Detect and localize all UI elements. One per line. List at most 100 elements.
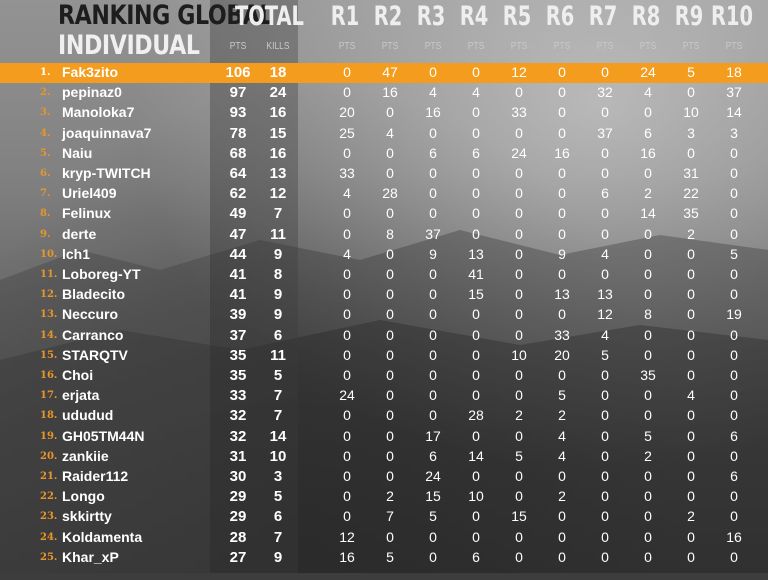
- round-points-6: 4: [558, 427, 566, 444]
- total-kills: 8: [273, 266, 283, 283]
- round-points-10: 0: [730, 165, 738, 181]
- total-points: 32: [229, 407, 247, 425]
- round-points-10: 0: [730, 387, 738, 404]
- player-name: kryp-TWITCH: [62, 165, 151, 181]
- round-points-6: 5: [558, 387, 566, 404]
- round-points-10: 0: [730, 266, 738, 282]
- subheader-pts-round-4: PTS: [467, 41, 485, 52]
- round-points-9: 0: [687, 346, 695, 363]
- round-points-2: 5: [386, 548, 394, 565]
- round-points-3: 0: [429, 367, 437, 383]
- round-points-4: 0: [472, 225, 480, 242]
- round-points-8: 0: [644, 508, 652, 525]
- total-kills: 7: [273, 407, 283, 425]
- round-points-7: 0: [601, 488, 609, 505]
- table-row: 11. Loboreg-YT 41 8 0 0 0 41 0 0 0 0 0 0: [0, 265, 768, 285]
- total-points: 49: [229, 205, 247, 223]
- player-name: Raider112: [62, 468, 129, 484]
- total-kills: 7: [273, 387, 283, 405]
- round-points-5: 0: [515, 286, 523, 303]
- round-points-1: 0: [343, 326, 351, 343]
- round-points-7: 0: [601, 104, 609, 121]
- table-row: 1. Fak3zito 106 18 0 47 0 0 12 0 0 24 5 18: [0, 63, 768, 83]
- round-points-8: 0: [644, 266, 652, 282]
- round-points-3: 0: [429, 306, 437, 323]
- rank-number: 7.: [40, 188, 51, 200]
- table-row: 19. GH05TM44N 32 14 0 0 17 0 0 4 0 5 0 6: [0, 427, 768, 447]
- table-row: 4. joaquinnava7 78 15 25 4 0 0 0 0 37 6 3 3: [0, 124, 768, 144]
- total-points: 68: [229, 144, 247, 162]
- total-points: 28: [229, 528, 247, 546]
- round-points-5: 0: [515, 548, 523, 565]
- player-name: Neccuro: [62, 306, 119, 323]
- subheader-pts-round-10: PTS: [725, 41, 743, 52]
- name-column-band: [0, 0, 210, 573]
- round-points-8: 14: [640, 205, 656, 222]
- header-round-4: R4: [459, 1, 489, 32]
- round-points-2: 2: [386, 488, 394, 505]
- round-points-10: 0: [730, 286, 738, 303]
- rank-number: 3.: [40, 107, 51, 119]
- round-points-4: 0: [472, 387, 480, 404]
- table-row: 24. Koldamenta 28 7 12 0 0 0 0 0 0 0 0 16: [0, 528, 768, 548]
- round-points-5: 0: [515, 427, 523, 444]
- round-points-6: 0: [558, 548, 566, 565]
- round-points-2: 0: [386, 144, 394, 161]
- table-row: 8. Felinux 49 7 0 0 0 0 0 0 0 14 35 0: [0, 204, 768, 224]
- round-points-5: 0: [515, 124, 523, 141]
- total-points: 29: [229, 508, 247, 526]
- total-points: 33: [229, 387, 247, 405]
- total-kills: 16: [269, 104, 287, 122]
- table-row: 15. STARQTV 35 11 0 0 0 0 10 20 5 0 0 0: [0, 346, 768, 366]
- round-points-1: 20: [339, 104, 355, 121]
- round-points-2: 0: [386, 468, 394, 484]
- round-points-2: 0: [386, 286, 394, 303]
- round-points-5: 0: [515, 266, 523, 282]
- total-kills: 15: [269, 124, 287, 142]
- round-points-9: 10: [683, 104, 699, 121]
- round-points-5: 5: [515, 447, 523, 464]
- round-points-8: 8: [644, 306, 652, 323]
- total-kills: 12: [269, 185, 287, 203]
- table-row: 7. Uriel409 62 12 4 28 0 0 0 0 6 2 22 0: [0, 184, 768, 204]
- subheader-pts-round-1: PTS: [338, 41, 356, 52]
- round-points-1: 0: [343, 306, 351, 323]
- round-points-6: 2: [558, 488, 566, 505]
- total-points: 35: [229, 346, 247, 364]
- round-points-7: 0: [601, 548, 609, 565]
- round-points-10: 0: [730, 548, 738, 565]
- rank-number: 22.: [40, 491, 58, 503]
- round-points-8: 2: [644, 185, 652, 202]
- round-points-1: 0: [343, 407, 351, 424]
- round-points-2: 16: [382, 84, 398, 101]
- round-points-10: 6: [730, 468, 738, 484]
- total-kills: 18: [269, 64, 287, 81]
- round-points-8: 0: [644, 387, 652, 404]
- table-row: 23. skkirtty 29 6 0 7 5 0 15 0 0 0 2 0: [0, 507, 768, 527]
- round-points-10: 0: [730, 447, 738, 464]
- total-kills: 11: [270, 346, 286, 364]
- total-points: 47: [229, 225, 247, 243]
- rank-number: 21.: [40, 471, 58, 482]
- rank-number: 23.: [40, 511, 58, 523]
- round-points-8: 0: [644, 407, 652, 424]
- round-points-5: 0: [515, 326, 523, 343]
- round-points-4: 0: [472, 427, 480, 444]
- round-points-2: 28: [382, 185, 398, 202]
- round-points-9: 0: [687, 306, 695, 323]
- table-row: 20. zankiie 31 10 0 0 6 14 5 4 0 2 0 0: [0, 447, 768, 467]
- player-name: pepinaz0: [62, 84, 122, 101]
- round-points-2: 7: [386, 508, 394, 525]
- round-points-3: 0: [429, 387, 437, 404]
- table-row: 16. Choi 35 5 0 0 0 0 0 0 0 35 0 0: [0, 366, 768, 386]
- round-points-8: 0: [644, 245, 652, 262]
- round-points-8: 0: [644, 326, 652, 343]
- table-row: 14. Carranco 37 6 0 0 0 0 0 33 4 0 0 0: [0, 326, 768, 346]
- rank-number: 10.: [40, 248, 58, 260]
- round-points-10: 16: [726, 528, 742, 545]
- player-name: Khar_xP: [62, 548, 119, 565]
- round-points-8: 5: [644, 427, 652, 444]
- round-points-1: 0: [343, 64, 351, 80]
- subheader-pts-round-5: PTS: [510, 41, 528, 52]
- round-points-5: 33: [511, 104, 527, 121]
